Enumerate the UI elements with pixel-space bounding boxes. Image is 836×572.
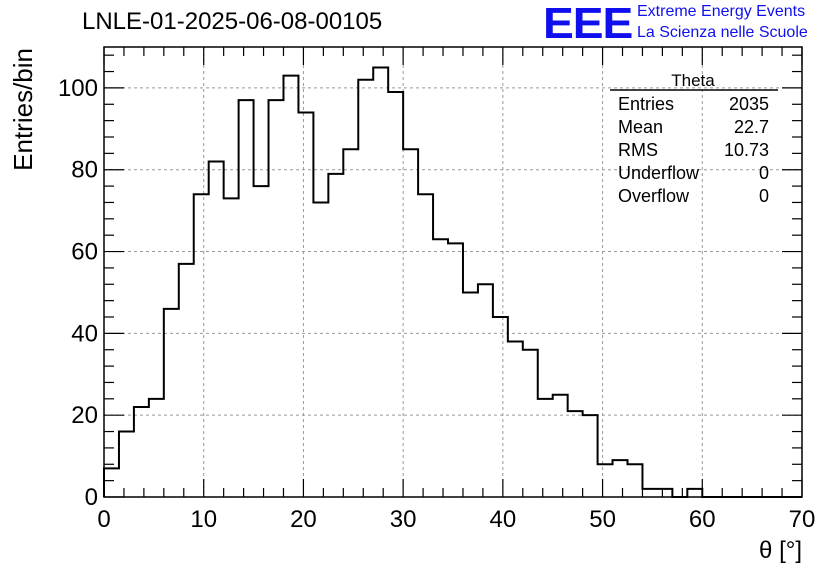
histogram-bin: [343, 149, 358, 497]
y-tick-label: 60: [71, 239, 98, 266]
histogram-bin: [298, 112, 313, 497]
stats-value: 10.73: [724, 140, 769, 160]
y-tick-label: 100: [58, 75, 98, 102]
y-tick-label: 80: [71, 157, 98, 184]
histogram-bin: [598, 464, 613, 497]
histogram-bin: [403, 149, 418, 497]
y-tick-label: 0: [85, 484, 98, 511]
x-tick-label: 70: [789, 506, 816, 533]
chart-title: LNLE-01-2025-06-08-00105: [82, 8, 383, 35]
histogram-bin: [448, 243, 463, 497]
histogram-bin: [358, 80, 373, 497]
histogram-bin: [179, 264, 194, 497]
stats-value: 0: [759, 186, 769, 206]
stats-value: 0: [759, 163, 769, 183]
histogram-outline: [103, 66, 802, 498]
histogram-bin: [613, 460, 628, 497]
histogram-bin: [254, 186, 269, 497]
histogram-bin: [313, 202, 328, 497]
x-tick-label: 50: [589, 506, 616, 533]
histogram-bin: [642, 489, 657, 497]
histogram-bin: [418, 194, 433, 497]
histogram-bin: [433, 239, 448, 497]
histogram-bin: [568, 411, 583, 497]
histogram-bin: [628, 464, 643, 497]
histogram-bin: [523, 350, 538, 497]
x-tick-label: 40: [490, 506, 517, 533]
stats-label: Overflow: [618, 186, 690, 206]
histogram-bin: [134, 407, 149, 497]
histogram-bin: [194, 194, 209, 497]
histogram-bin: [388, 92, 403, 497]
histogram-bin: [657, 489, 672, 497]
logo-text-line1: Extreme Energy Events: [637, 3, 806, 20]
histogram-bin: [149, 399, 164, 497]
histogram-bin: [493, 317, 508, 497]
histogram-bin: [478, 284, 493, 497]
stats-value: 2035: [729, 94, 769, 114]
x-tick-label: 30: [390, 506, 417, 533]
axes: 0 10 20 30 40 50 60 70 0 20 40 60 80 100: [58, 46, 816, 533]
stats-label: Mean: [618, 117, 663, 137]
stats-title: Theta: [671, 71, 715, 90]
x-tick-label: 60: [689, 506, 716, 533]
histogram-bin: [239, 100, 254, 497]
histogram-bin: [583, 415, 598, 497]
x-axis-label: θ [°]: [759, 537, 802, 564]
stats-rows: Entries 2035 Mean 22.7 RMS 10.73 Underflow 0 Ove…: [618, 94, 769, 206]
histogram-bin: [373, 67, 388, 497]
histogram-bin: [164, 309, 179, 497]
histogram-bin: [687, 489, 702, 497]
y-axis-label: Entries/bin: [8, 48, 38, 171]
histogram-bin: [283, 76, 298, 497]
x-tick-label: 0: [97, 506, 110, 533]
histogram-bin: [224, 198, 239, 497]
histogram-bin: [463, 292, 478, 497]
grid-layer: [104, 47, 802, 497]
histogram-bin: [538, 399, 553, 497]
stats-label: RMS: [618, 140, 658, 160]
histogram-bin: [508, 342, 523, 497]
histogram-bin: [104, 468, 119, 497]
logo-text-line2: La Scienza nelle Scuole: [637, 24, 808, 41]
eee-logo-mark: EEE: [543, 0, 633, 48]
stats-value: 22.7: [734, 117, 769, 137]
histogram-bin: [328, 174, 343, 497]
stats-label: Underflow: [618, 163, 700, 183]
y-tick-label: 20: [71, 402, 98, 429]
stats-label: Entries: [618, 94, 674, 114]
histogram-series: [103, 66, 802, 498]
histogram-bin: [269, 100, 284, 497]
plot-frame: [103, 46, 803, 498]
histogram-bin: [119, 432, 134, 497]
histogram-bin: [209, 162, 224, 497]
stats-box: Theta Entries 2035 Mean 22.7 RMS 10.73 Underfl…: [610, 71, 778, 206]
x-tick-label: 10: [190, 506, 217, 533]
x-tick-label: 20: [290, 506, 317, 533]
histogram-bin: [553, 395, 568, 497]
y-tick-label: 40: [71, 320, 98, 347]
